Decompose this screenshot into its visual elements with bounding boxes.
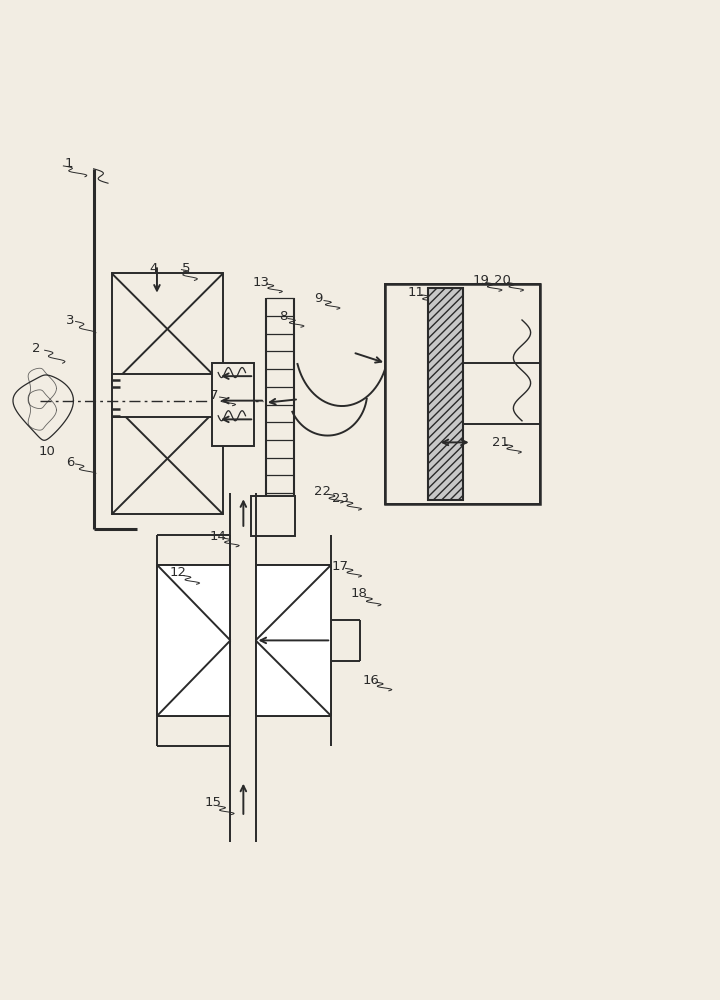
Text: 16: 16	[362, 674, 379, 686]
Bar	[428, 288, 463, 500]
Text: 23: 23	[332, 492, 349, 505]
Bar	[212, 363, 254, 446]
Bar	[112, 374, 238, 417]
Bar	[385, 284, 540, 504]
Bar	[463, 385, 540, 403]
Text: 10: 10	[38, 445, 55, 458]
Text: 4: 4	[149, 262, 158, 275]
Bar	[112, 273, 223, 385]
Text: 1: 1	[64, 157, 73, 170]
Polygon shape	[256, 565, 331, 716]
Text: 7: 7	[210, 389, 218, 402]
Text: 11: 11	[408, 286, 425, 299]
Text: 5: 5	[181, 262, 190, 275]
Text: 19: 19	[472, 274, 490, 287]
Text: 6: 6	[66, 456, 75, 469]
Text: 8: 8	[279, 310, 287, 323]
Text: 2: 2	[32, 342, 40, 355]
Text: 3: 3	[66, 314, 75, 326]
Text: 20: 20	[494, 274, 511, 287]
Text: 22: 22	[314, 485, 331, 498]
Bar	[463, 363, 540, 424]
Bar	[428, 288, 463, 500]
Text: 21: 21	[492, 436, 509, 449]
Text: 12: 12	[170, 566, 187, 578]
Bar	[251, 496, 295, 536]
Text: 18: 18	[351, 587, 368, 600]
Text: 9: 9	[314, 292, 323, 305]
Bar	[112, 403, 223, 514]
Bar	[385, 284, 540, 504]
Text: 13: 13	[253, 276, 270, 289]
Polygon shape	[157, 565, 230, 716]
Text: 17: 17	[332, 560, 349, 573]
Text: 14: 14	[210, 530, 227, 542]
Text: 15: 15	[204, 796, 222, 809]
